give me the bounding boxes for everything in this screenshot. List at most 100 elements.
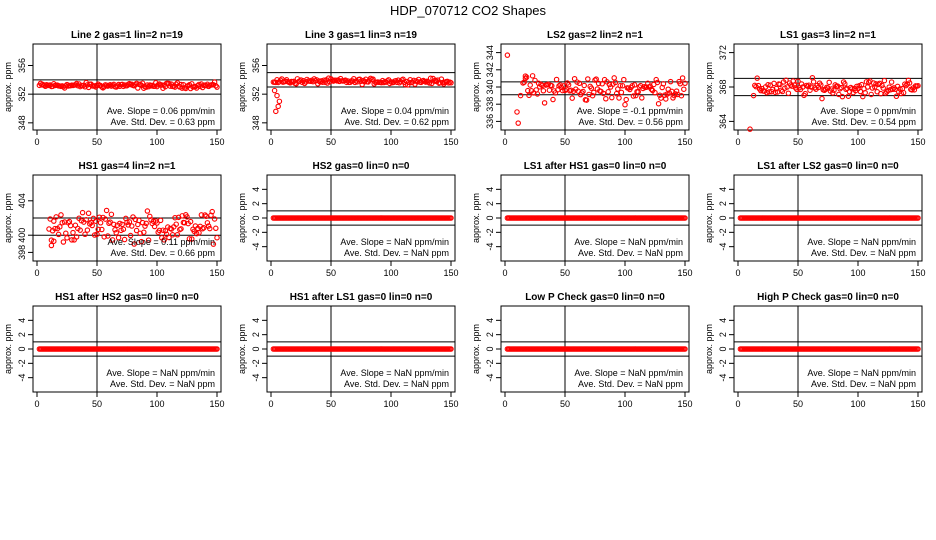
data-point <box>129 223 135 229</box>
figure-title: HDP_070712 CO2 Shapes <box>390 3 547 18</box>
data-point <box>147 213 153 220</box>
data-point <box>522 75 529 82</box>
y-tick-label: 4 <box>251 318 261 323</box>
panel-title: HS2 gas=0 lin=0 n=0 <box>313 161 410 172</box>
chart-panel-8: LS1 after LS2 gas=0 lin=0 n=0 0 50 100 150 -4… <box>704 161 926 278</box>
y-axis-label: approx. ppm <box>704 193 714 243</box>
data-point <box>848 84 854 91</box>
data-point <box>111 221 117 228</box>
data-point <box>576 80 583 87</box>
data-point <box>141 229 147 236</box>
chart-panel-3: LS2 gas=2 lin=2 n=1 0 50 100 150 336 338 340 342… <box>471 30 693 147</box>
data-point <box>203 213 209 220</box>
std-dev-annotation: Ave. Std. Dev. = NaN ppm <box>344 248 449 258</box>
data-point <box>682 346 688 352</box>
data-point <box>764 89 770 96</box>
data-point <box>754 75 760 81</box>
slope-annotation: Ave. Slope = 0 ppm/min <box>820 106 916 116</box>
data-point <box>579 90 585 96</box>
data-point <box>160 227 166 233</box>
y-axis-label: approx. ppm <box>237 324 247 374</box>
panel-title: HS1 after HS2 gas=0 lin=0 n=0 <box>55 292 199 303</box>
data-point <box>862 89 868 96</box>
data-point <box>358 78 364 85</box>
data-point <box>591 89 597 96</box>
y-tick-label: -4 <box>718 374 728 382</box>
data-point <box>101 234 107 240</box>
data-point <box>113 229 119 236</box>
data-point <box>186 236 193 242</box>
x-tick-label: 50 <box>793 137 803 147</box>
data-points <box>504 52 688 126</box>
x-tick-label: 0 <box>34 399 39 409</box>
data-point <box>448 346 454 352</box>
chart-panel-5: HS1 gas=4 lin=2 n=1 0 50 100 150 398 400 404 app… <box>3 161 225 278</box>
y-tick-label: 2 <box>251 332 261 337</box>
data-point <box>915 215 921 221</box>
data-point <box>583 97 590 103</box>
data-point <box>888 79 895 85</box>
data-point <box>202 212 208 218</box>
data-point <box>157 217 164 224</box>
data-point <box>84 227 91 233</box>
data-point <box>271 87 278 94</box>
data-point <box>915 82 921 89</box>
data-point <box>96 214 103 220</box>
data-point <box>616 95 622 101</box>
data-point <box>622 101 628 108</box>
data-point <box>273 79 279 86</box>
data-point <box>569 95 575 101</box>
y-tick-label: -2 <box>718 228 728 236</box>
x-tick-label: 50 <box>326 268 336 278</box>
data-point <box>522 73 529 79</box>
data-point <box>898 90 904 97</box>
data-point <box>60 239 67 245</box>
data-point <box>119 221 125 228</box>
y-tick-label: 356 <box>251 58 261 73</box>
data-point <box>214 346 220 352</box>
data-point <box>178 226 184 232</box>
data-point <box>752 82 758 89</box>
chart-panel-11: Low P Check gas=0 lin=0 n=0 0 50 100 150 -4 -2… <box>471 292 693 409</box>
y-tick-label: 348 <box>251 115 261 130</box>
data-point <box>595 80 602 87</box>
x-tick-label: 100 <box>383 137 398 147</box>
y-tick-label: -4 <box>485 243 495 251</box>
std-dev-annotation: Ave. Std. Dev. = 0.66 ppm <box>111 248 215 258</box>
data-point <box>663 96 669 102</box>
data-point <box>83 217 89 223</box>
slope-annotation: Ave. Slope = 0.06 ppm/min <box>107 106 215 116</box>
std-dev-annotation: Ave. Std. Dev. = NaN ppm <box>811 379 916 389</box>
data-point <box>795 78 801 84</box>
x-tick-label: 100 <box>149 399 164 409</box>
data-point <box>838 84 844 91</box>
data-points <box>737 346 921 352</box>
data-point <box>541 100 548 106</box>
data-point <box>549 83 555 89</box>
slope-annotation: Ave. Slope = 0.04 ppm/min <box>341 106 449 116</box>
y-tick-label: 0 <box>17 346 27 351</box>
data-point <box>198 212 205 218</box>
y-tick-label: 352 <box>251 87 261 102</box>
data-point <box>845 93 852 99</box>
data-point <box>654 79 661 86</box>
data-points <box>270 75 454 115</box>
y-axis-label: approx. ppm <box>237 62 247 112</box>
data-point <box>819 95 825 102</box>
data-point <box>91 232 98 238</box>
data-point <box>804 83 811 89</box>
std-dev-annotation: Ave. Std. Dev. = 0.56 ppm <box>579 117 683 127</box>
data-point <box>553 76 560 83</box>
x-tick-label: 50 <box>560 268 570 278</box>
data-point <box>599 81 605 87</box>
y-tick-label: 2 <box>251 201 261 206</box>
chart-panel-1: Line 2 gas=1 lin=2 n=19 0 50 100 150 348 352 35… <box>3 30 225 147</box>
data-point <box>184 214 190 220</box>
data-point <box>48 242 55 249</box>
y-tick-label: 372 <box>718 45 728 60</box>
data-points <box>46 207 220 249</box>
data-point <box>580 88 586 95</box>
x-tick-label: 150 <box>677 268 692 278</box>
data-point <box>857 88 864 95</box>
data-point <box>273 108 279 115</box>
